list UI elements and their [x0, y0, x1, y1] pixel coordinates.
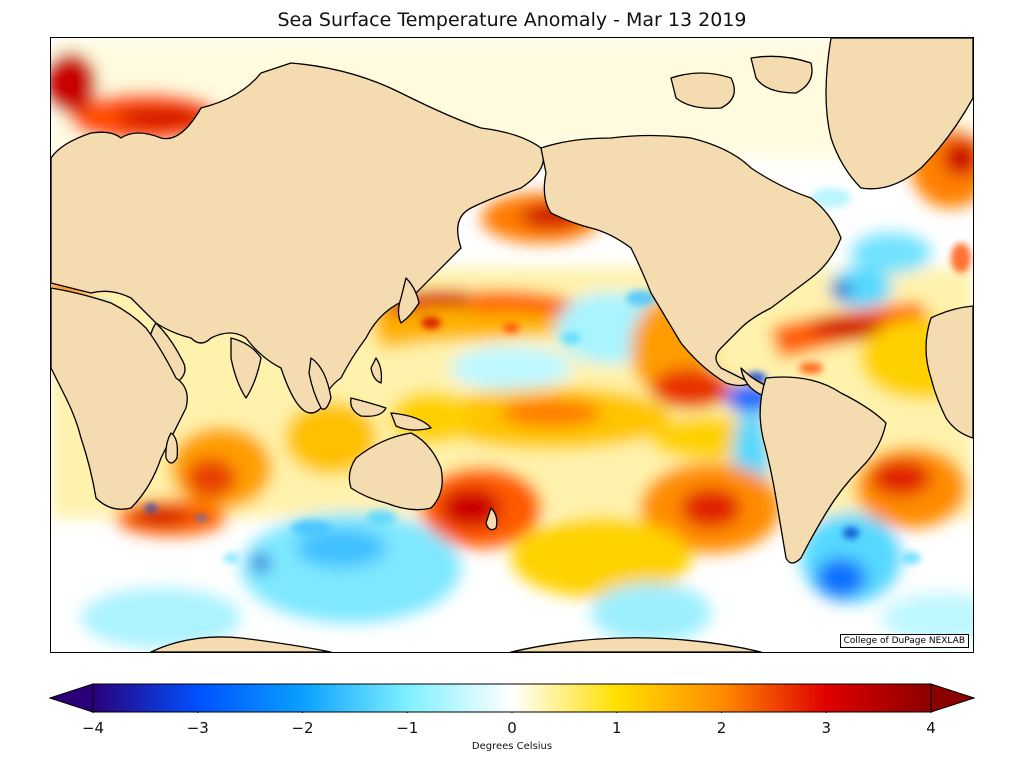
colorbar-tick-label: 3	[821, 719, 832, 737]
colorbar-extend-high	[930, 683, 976, 713]
africa-landmass	[51, 287, 188, 510]
colorbar-tick-label: 1	[611, 719, 622, 737]
colorbar-tick-label: −2	[291, 719, 314, 737]
colorbar-tick-label: −1	[396, 719, 419, 737]
colorbar-tick-label: −4	[81, 719, 105, 737]
colorbar-tick-label: 0	[507, 719, 517, 737]
anomaly-detail	[91, 188, 971, 564]
north-america-landmass	[540, 134, 842, 387]
colorbar-svg	[48, 683, 976, 716]
south-america-landmass	[759, 376, 887, 564]
colorbar-gradient	[92, 683, 932, 713]
sst-map-canvas	[51, 38, 973, 652]
colorbar-tick-label: 2	[716, 719, 727, 737]
map-title: Sea Surface Temperature Anomaly - Mar 13…	[277, 9, 747, 31]
colorbar-units-label: Degrees Celsius	[471, 741, 553, 752]
colorbar	[48, 683, 976, 717]
australia-landmass	[348, 432, 443, 511]
land	[51, 38, 973, 652]
colorbar-tick-label: −3	[186, 719, 209, 737]
credit-label: College of DuPage NEXLAB	[839, 634, 969, 648]
sst-anomaly-map: College of DuPage NEXLAB	[50, 37, 974, 653]
colorbar-extend-low	[48, 683, 94, 713]
eurasia-landmass	[51, 62, 545, 414]
colorbar-tick-label: 4	[926, 719, 936, 737]
antarctica-landmass	[150, 636, 332, 652]
